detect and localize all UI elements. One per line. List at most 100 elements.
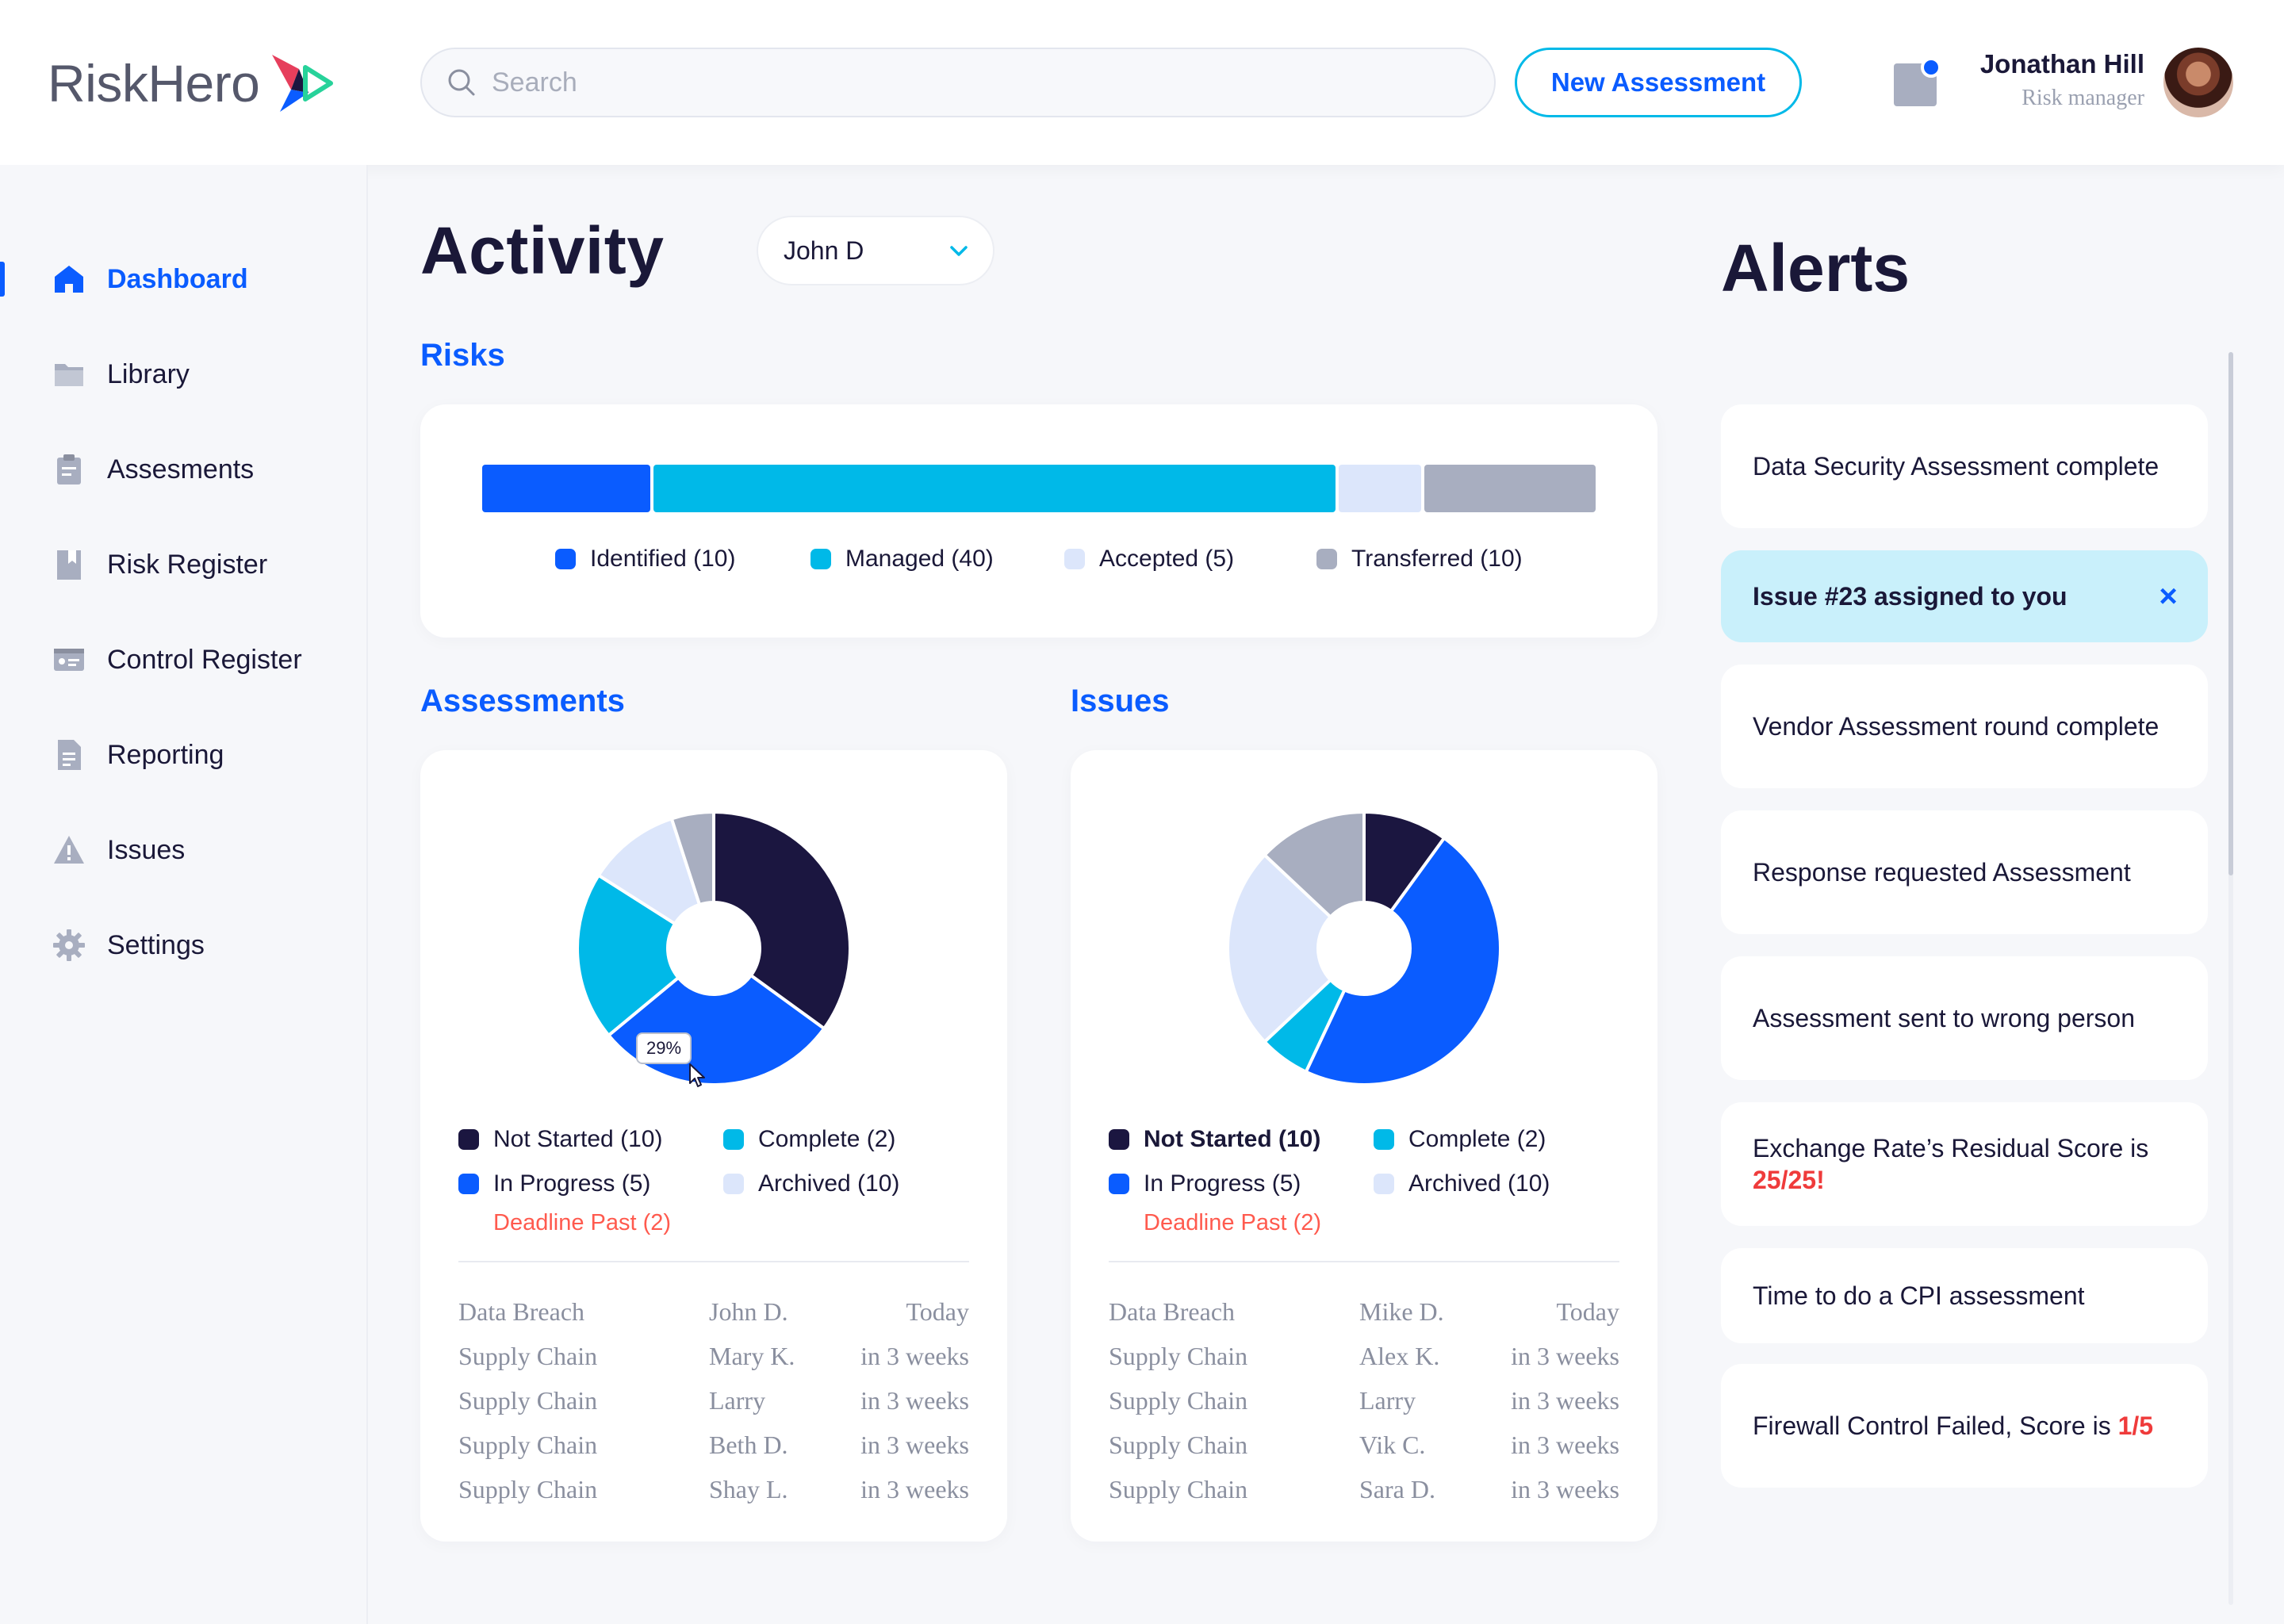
gear-icon <box>53 929 85 961</box>
legend-accepted: Accepted (5) <box>1064 546 1234 573</box>
sidebar: Dashboard Library Assesments Risk Regist… <box>0 165 368 1624</box>
divider <box>1109 1261 1619 1262</box>
alert-text: Vendor Assessment round complete <box>1753 712 2159 741</box>
slice-not-started[interactable] <box>712 810 852 1031</box>
user-info[interactable]: Jonathan Hill Risk manager <box>1980 49 2144 111</box>
user-name: Jonathan Hill <box>1979 49 2144 79</box>
deadline-past-label[interactable]: Deadline Past (2) <box>493 1210 672 1235</box>
alert-item[interactable]: Firewall Control Failed, Score is 1/5 <box>1721 1364 2208 1488</box>
alert-item[interactable]: Assessment sent to wrong person <box>1721 956 2208 1080</box>
avatar[interactable] <box>2163 48 2233 117</box>
alert-item-selected[interactable]: Issue #23 assigned to you × <box>1721 550 2208 642</box>
slice-other[interactable] <box>669 810 715 907</box>
bar-segment-transferred[interactable] <box>1424 465 1596 512</box>
assessments-title: Assessments <box>420 684 625 718</box>
slice-archived[interactable] <box>1226 852 1333 1044</box>
mouse-cursor-icon <box>689 1063 705 1087</box>
table-row[interactable]: Supply Chain Mary K. in 3 weeks <box>458 1342 969 1370</box>
top-bar: RiskHero New Assessment Jonathan Hill Ri… <box>0 0 2284 165</box>
slice-other[interactable] <box>1262 810 1366 920</box>
deadline-past-label[interactable]: Deadline Past (2) <box>1144 1210 1322 1235</box>
alert-text: Firewall Control Failed, Score is 1/5 <box>1753 1411 2154 1440</box>
close-icon[interactable]: × <box>2159 578 2178 614</box>
sidebar-item-dashboard[interactable]: Dashboard <box>0 247 368 311</box>
alert-item[interactable]: Vendor Assessment round complete <box>1721 665 2208 788</box>
table-row[interactable]: Supply Chain Alex K. in 3 weeks <box>1109 1342 1619 1370</box>
table-row[interactable]: Data Breach Mike D. Today <box>1109 1297 1619 1326</box>
sidebar-item-label: Assesments <box>107 454 255 485</box>
logo[interactable]: RiskHero <box>48 48 334 119</box>
chevron-down-icon <box>950 246 968 256</box>
sidebar-item-issues[interactable]: Issues <box>0 818 368 882</box>
issues-donut-chart <box>1226 810 1502 1086</box>
table-row[interactable]: Supply Chain Beth D. in 3 weeks <box>458 1431 969 1459</box>
assessments-donut-chart <box>576 810 852 1086</box>
sidebar-item-reporting[interactable]: Reporting <box>0 723 368 787</box>
sidebar-item-label: Reporting <box>107 739 224 770</box>
alerts-title: Alerts <box>1721 231 1910 305</box>
sidebar-item-risk-register[interactable]: Risk Register <box>0 533 368 596</box>
table-row[interactable]: Supply Chain Larry in 3 weeks <box>458 1386 969 1415</box>
new-assessment-button[interactable]: New Assessment <box>1515 48 1802 117</box>
risks-title: Risks <box>420 338 505 373</box>
score-highlight: 25/25! <box>1753 1166 1825 1194</box>
alerts-scrollbar-thumb[interactable] <box>2228 352 2233 875</box>
document-icon <box>58 740 81 770</box>
table-row[interactable]: Supply Chain Larry in 3 weeks <box>1109 1386 1619 1415</box>
search-input[interactable] <box>492 67 1443 98</box>
legend-complete: Complete (2) <box>1374 1126 1546 1153</box>
table-row[interactable]: Supply Chain Vik C. in 3 weeks <box>1109 1431 1619 1459</box>
alert-text: Data Security Assessment complete <box>1753 452 2159 481</box>
sidebar-item-settings[interactable]: Settings <box>0 914 368 977</box>
alert-item[interactable]: Time to do a CPI assessment <box>1721 1248 2208 1343</box>
score-highlight: 1/5 <box>2117 1411 2154 1440</box>
alert-text: Response requested Assessment <box>1753 858 2131 887</box>
user-filter-select[interactable]: John D <box>757 216 994 285</box>
sidebar-item-assesments[interactable]: Assesments <box>0 438 368 501</box>
risks-card: Identified (10) Managed (40) Accepted (5… <box>420 404 1657 638</box>
sidebar-item-control-register[interactable]: Control Register <box>0 628 368 691</box>
slice-in-progress[interactable] <box>1304 836 1502 1086</box>
bar-segment-identified[interactable] <box>482 465 650 512</box>
table-row[interactable]: Data Breach John D. Today <box>458 1297 969 1326</box>
alert-text: Issue #23 assigned to you <box>1753 582 2067 611</box>
notification-bell[interactable] <box>1894 57 1941 108</box>
logo-mark-icon <box>272 55 334 112</box>
legend-in-progress: In Progress (5) <box>458 1170 650 1197</box>
user-role: Risk manager <box>2021 86 2144 110</box>
legend-not-started: Not Started (10) <box>1109 1126 1320 1153</box>
table-row[interactable]: Supply Chain Shay L. in 3 weeks <box>458 1475 969 1503</box>
issues-title: Issues <box>1071 684 1170 718</box>
sidebar-item-label: Control Register <box>107 644 302 675</box>
search-bar[interactable] <box>420 48 1496 117</box>
alert-item[interactable]: Exchange Rate’s Residual Score is 25/25! <box>1721 1102 2208 1226</box>
clipboard-icon <box>57 454 81 485</box>
bar-segment-accepted[interactable] <box>1339 465 1421 512</box>
bookmark-icon <box>57 550 81 580</box>
notification-badge <box>1921 57 1941 78</box>
divider <box>458 1261 969 1262</box>
id-card-icon <box>54 649 84 671</box>
legend-not-started: Not Started (10) <box>458 1126 662 1153</box>
legend-archived: Archived (10) <box>723 1170 899 1197</box>
sidebar-item-library[interactable]: Library <box>0 343 368 406</box>
sidebar-item-label: Library <box>107 358 190 389</box>
legend-complete: Complete (2) <box>723 1126 895 1153</box>
alert-item[interactable]: Response requested Assessment <box>1721 810 2208 934</box>
alerts-scrollbar-track[interactable] <box>2228 352 2233 1605</box>
user-filter-value: John D <box>784 236 864 265</box>
legend-archived: Archived (10) <box>1374 1170 1550 1197</box>
table-row[interactable]: Supply Chain Sara D. in 3 weeks <box>1109 1475 1619 1503</box>
warning-icon <box>54 836 84 864</box>
alert-item[interactable]: Data Security Assessment complete <box>1721 404 2208 528</box>
bar-segment-managed[interactable] <box>653 465 1336 512</box>
sidebar-item-label: Risk Register <box>107 549 268 580</box>
legend-identified: Identified (10) <box>555 546 735 573</box>
page-title: Activity <box>420 213 665 288</box>
risks-stacked-bar <box>482 465 1596 512</box>
alert-text: Assessment sent to wrong person <box>1753 1004 2136 1032</box>
logo-text: RiskHero <box>48 54 260 113</box>
home-icon <box>55 266 83 293</box>
slice-complete[interactable] <box>576 873 681 1038</box>
alert-text: Exchange Rate’s Residual Score is 25/25! <box>1753 1134 2149 1194</box>
